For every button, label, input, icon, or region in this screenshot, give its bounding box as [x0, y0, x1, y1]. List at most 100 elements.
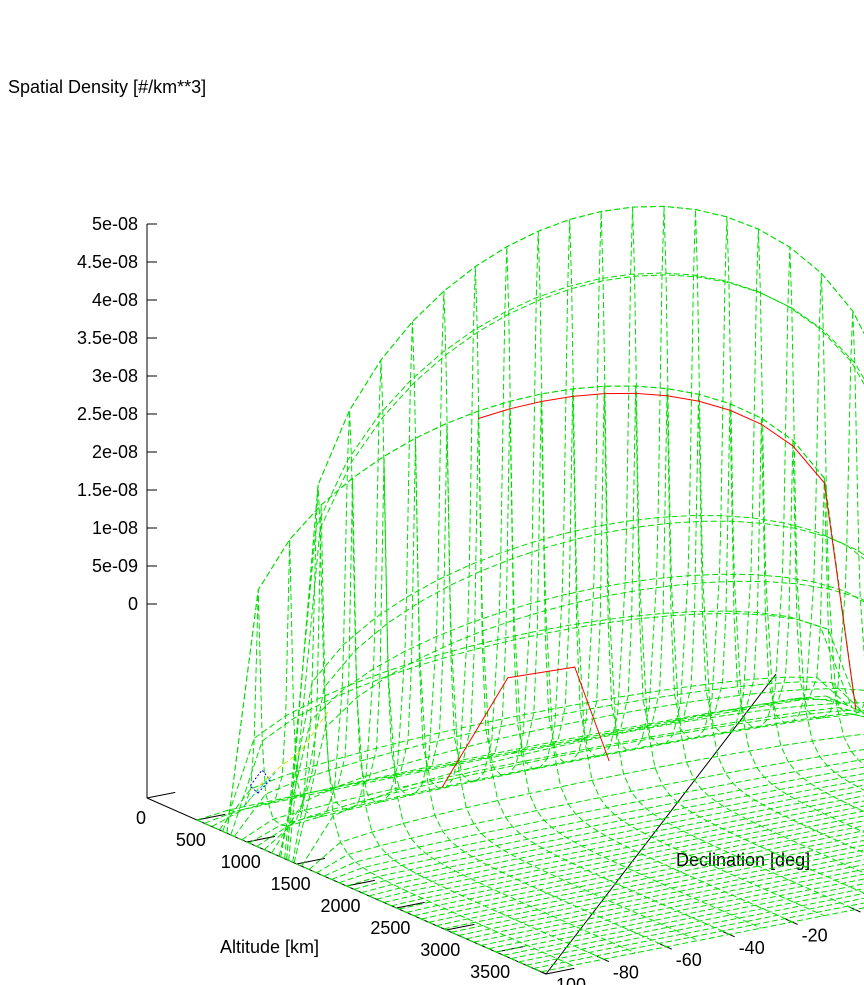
- surface-line: [263, 709, 864, 851]
- z-tick-label: 3e-08: [92, 366, 138, 386]
- surface-line: [293, 580, 864, 863]
- surface-line: [368, 795, 864, 897]
- surface-line: [451, 849, 864, 933]
- surface-line: [331, 766, 864, 880]
- z-tick-label: 0: [128, 594, 138, 614]
- surface-line: [291, 359, 636, 954]
- surface-line: [230, 612, 861, 836]
- surface-line: [428, 835, 864, 923]
- surface-line: [488, 873, 864, 950]
- surface-line: [280, 515, 864, 858]
- surface-line: [794, 478, 864, 715]
- surface-line: [700, 247, 864, 791]
- surface-line: [292, 520, 864, 863]
- surface-line: [286, 205, 864, 860]
- x-tick-label: 3000: [420, 940, 460, 960]
- x-tick-label: 1500: [271, 874, 311, 894]
- surface-line: [271, 687, 864, 854]
- surface-line: [211, 697, 841, 828]
- surface-line: [443, 844, 864, 930]
- surface-line: [503, 883, 864, 956]
- surface-line: [278, 573, 864, 857]
- x-tick-mark: [146, 791, 176, 799]
- contour-line: [478, 392, 857, 710]
- z-tick-label: 1e-08: [92, 518, 138, 538]
- z-tick-label: 4.5e-08: [77, 252, 138, 272]
- surface-line: [204, 698, 834, 824]
- z-tick-label: 4e-08: [92, 290, 138, 310]
- x-tick-label: 2500: [370, 918, 410, 938]
- surface-line: [218, 676, 849, 831]
- surface-line: [288, 274, 864, 861]
- surface-line: [481, 868, 864, 946]
- y-tick-label: -40: [739, 938, 765, 958]
- surface-line: [248, 712, 864, 844]
- surface-line: [436, 839, 864, 927]
- x-tick-mark: [196, 813, 226, 821]
- surface-line: [301, 702, 864, 867]
- y-tick-label: -100: [550, 975, 586, 985]
- surface-line: [637, 216, 864, 833]
- surface-line: [308, 733, 864, 870]
- surface-line: [256, 713, 864, 847]
- surface-line: [222, 610, 853, 832]
- surface-line: [196, 695, 826, 821]
- surface-line: [605, 209, 864, 854]
- surface-line: [338, 773, 864, 884]
- surface-line: [391, 810, 864, 907]
- y-tick-label: -20: [802, 925, 828, 945]
- surface-line: [542, 207, 864, 894]
- x-tick-label: 500: [176, 830, 206, 850]
- contour-lines: [243, 392, 857, 807]
- surface-line: [241, 707, 864, 841]
- surface-line: [226, 385, 857, 834]
- z-axis-title: Spatial Density [#/km**3]: [8, 77, 206, 97]
- z-tick-label: 2e-08: [92, 442, 138, 462]
- contour-group: [243, 392, 857, 807]
- z-tick-label: 2.5e-08: [77, 404, 138, 424]
- contour-line: [441, 666, 610, 788]
- surface-line: [233, 681, 864, 837]
- surface-line: [510, 888, 864, 960]
- surface-mesh: [196, 205, 864, 973]
- surface-line: [825, 695, 864, 714]
- y-tick-label: -60: [676, 950, 702, 970]
- x-tick-label: 1000: [221, 852, 261, 872]
- x-tick-label: 2000: [320, 896, 360, 916]
- z-tick-label: 5e-08: [92, 214, 138, 234]
- contour-line: [243, 771, 277, 807]
- x-tick-mark: [246, 835, 276, 843]
- surface-line: [458, 854, 864, 936]
- surface-line: [762, 310, 864, 719]
- x-tick-mark: [446, 923, 475, 931]
- surface-line: [385, 266, 730, 935]
- x-tick-label: 0: [136, 808, 146, 828]
- surface-line: [323, 758, 864, 877]
- surface-line: [473, 864, 864, 943]
- surface-line: [533, 902, 864, 969]
- surface-line: [413, 825, 864, 917]
- surface-line: [525, 897, 864, 966]
- surface-line: [354, 291, 699, 941]
- surface-line: [466, 859, 864, 940]
- surface-line: [406, 820, 864, 913]
- x-tick-mark: [545, 967, 575, 975]
- surface-line: [383, 805, 864, 903]
- surface-line: [496, 878, 864, 953]
- surface-line: [511, 211, 856, 910]
- surface-line: [316, 749, 864, 874]
- z-tick-label: 1.5e-08: [77, 480, 138, 500]
- surface-line: [421, 830, 864, 920]
- contour-line: [245, 708, 331, 806]
- z-tick-label: 3.5e-08: [77, 328, 138, 348]
- surface-line: [284, 272, 864, 859]
- surface-line: [540, 907, 864, 973]
- x-axis-title: Altitude [km]: [220, 937, 319, 957]
- x-tick-mark: [396, 901, 425, 909]
- surface-line: [479, 219, 825, 917]
- y-tick-label: -80: [613, 963, 639, 983]
- tick-labels: 0 5e-09 1e-08 1.5e-08 2e-08 2.5e-08 3e-08 3.5e-…: [77, 214, 828, 985]
- z-tick-label: 5e-09: [92, 556, 138, 576]
- surface-line: [398, 815, 864, 910]
